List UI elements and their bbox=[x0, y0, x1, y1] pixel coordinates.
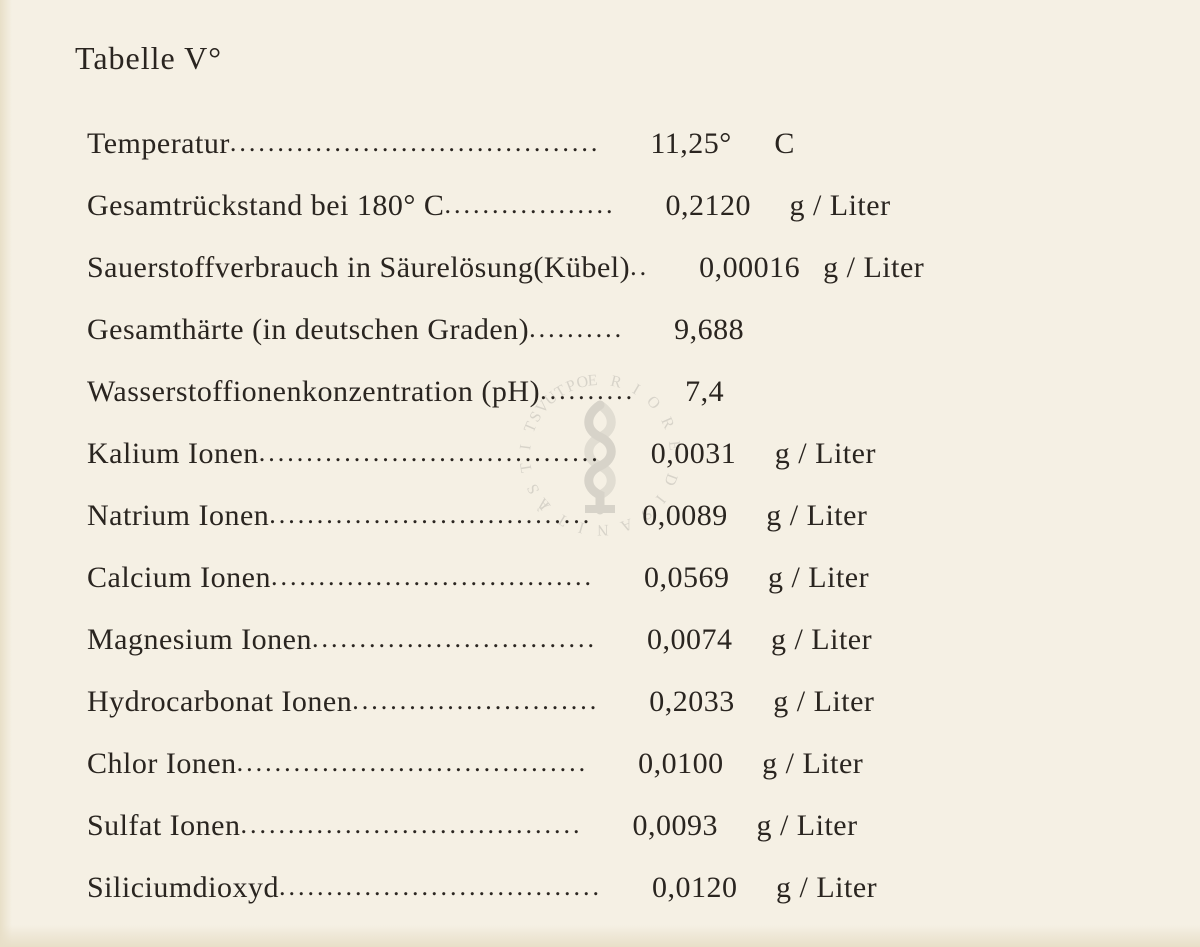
row-unit: g / Liter bbox=[773, 685, 874, 719]
row-value: 11,25° bbox=[650, 127, 770, 161]
document-page: Tabelle V° S U P E R I O R E D I S A N I… bbox=[0, 0, 1200, 947]
row-leader-dots: .................................. bbox=[269, 500, 592, 530]
table-row: Hydrocarbonat Ionen.....................… bbox=[87, 685, 1140, 719]
row-leader-dots: ....................................... bbox=[230, 128, 601, 158]
row-unit: g / Liter bbox=[823, 251, 924, 285]
row-label: Gesamthärte (in deutschen Graden) bbox=[87, 313, 529, 347]
table-row: Natrium Ionen...........................… bbox=[87, 499, 1140, 533]
row-label: Natrium Ionen bbox=[87, 499, 269, 533]
row-label: Wasserstoffionenkonzentration (pH) bbox=[87, 375, 540, 409]
data-table: Temperatur..............................… bbox=[75, 127, 1140, 905]
row-unit: g / Liter bbox=[756, 809, 857, 843]
row-unit: g / Liter bbox=[775, 437, 876, 471]
row-label: Gesamtrückstand bei 180° C bbox=[87, 189, 444, 223]
row-value: 7,4 bbox=[685, 375, 805, 409]
table-row: Wasserstoffionenkonzentration (pH)......… bbox=[87, 375, 1140, 409]
table-row: Siliciumdioxyd..........................… bbox=[87, 871, 1140, 905]
row-leader-dots: .................................. bbox=[271, 562, 594, 592]
table-row: Chlor Ionen.............................… bbox=[87, 747, 1140, 781]
row-leader-dots: .......... bbox=[540, 376, 635, 406]
row-unit: g / Liter bbox=[768, 561, 869, 595]
row-leader-dots: .................................... bbox=[259, 438, 601, 468]
row-unit: g / Liter bbox=[789, 189, 890, 223]
row-value: 0,0100 bbox=[638, 747, 758, 781]
row-label: Temperatur bbox=[87, 127, 230, 161]
row-value: 0,0569 bbox=[644, 561, 764, 595]
table-row: Kalium Ionen............................… bbox=[87, 437, 1140, 471]
row-label: Siliciumdioxyd bbox=[87, 871, 279, 905]
row-value: 0,2033 bbox=[649, 685, 769, 719]
row-unit: g / Liter bbox=[762, 747, 863, 781]
row-value: 0,0074 bbox=[647, 623, 767, 657]
row-label: Sulfat Ionen bbox=[87, 809, 240, 843]
row-leader-dots: .. bbox=[630, 252, 649, 282]
table-row: Temperatur..............................… bbox=[87, 127, 1140, 161]
row-label: Calcium Ionen bbox=[87, 561, 271, 595]
table-row: Calcium Ionen...........................… bbox=[87, 561, 1140, 595]
row-unit: C bbox=[774, 127, 795, 161]
row-leader-dots: .................................. bbox=[279, 872, 602, 902]
row-leader-dots: .................. bbox=[444, 190, 615, 220]
row-unit: g / Liter bbox=[776, 871, 877, 905]
row-unit: g / Liter bbox=[771, 623, 872, 657]
row-label: Kalium Ionen bbox=[87, 437, 259, 471]
row-value: 9,688 bbox=[674, 313, 794, 347]
row-label: Hydrocarbonat Ionen bbox=[87, 685, 352, 719]
row-leader-dots: .......... bbox=[529, 314, 624, 344]
row-leader-dots: .............................. bbox=[312, 624, 597, 654]
row-label: Chlor Ionen bbox=[87, 747, 237, 781]
row-label: Sauerstoffverbrauch in Säurelösung(Kübel… bbox=[87, 251, 630, 285]
row-value: 0,0089 bbox=[642, 499, 762, 533]
row-unit: g / Liter bbox=[766, 499, 867, 533]
row-label: Magnesium Ionen bbox=[87, 623, 312, 657]
row-value: 0,0093 bbox=[632, 809, 752, 843]
row-value: 0,00016 bbox=[699, 251, 819, 285]
row-value: 0,2120 bbox=[665, 189, 785, 223]
table-row: Gesamtrückstand bei 180° C..............… bbox=[87, 189, 1140, 223]
row-value: 0,0120 bbox=[652, 871, 772, 905]
row-leader-dots: .................................... bbox=[240, 810, 582, 840]
row-leader-dots: ..................................... bbox=[237, 748, 589, 778]
row-leader-dots: .......................... bbox=[352, 686, 599, 716]
table-row: Sulfat Ionen............................… bbox=[87, 809, 1140, 843]
table-row: Sauerstoffverbrauch in Säurelösung(Kübel… bbox=[87, 251, 1140, 285]
table-row: Gesamthärte (in deutschen Graden).......… bbox=[87, 313, 1140, 347]
table-row: Magnesium Ionen.........................… bbox=[87, 623, 1140, 657]
row-value: 0,0031 bbox=[651, 437, 771, 471]
table-title: Tabelle V° bbox=[75, 40, 1140, 77]
